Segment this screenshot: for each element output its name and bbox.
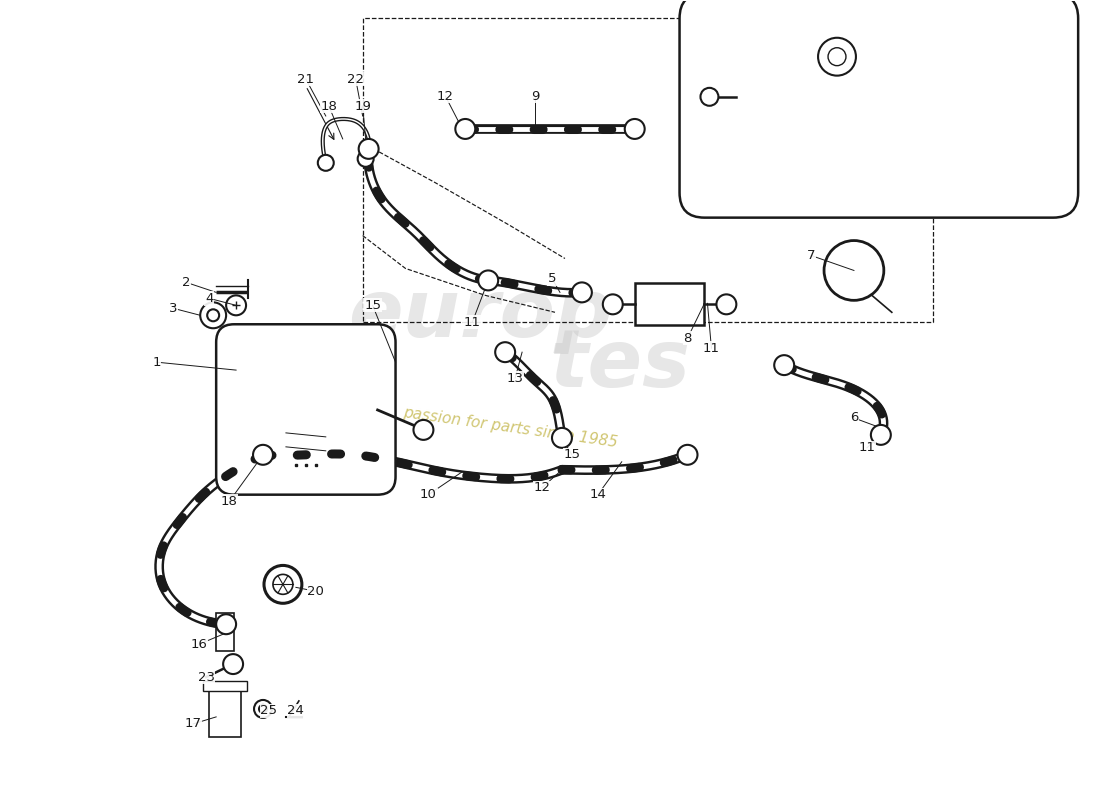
Circle shape [264,566,301,603]
Text: tes: tes [549,326,691,404]
Text: 11: 11 [703,342,719,354]
Text: 18: 18 [221,495,238,508]
Circle shape [253,445,273,465]
Text: 23: 23 [198,670,214,683]
Bar [217,614,234,651]
Circle shape [227,295,246,315]
Bar [209,685,241,737]
Text: 10: 10 [420,488,437,501]
Text: 14: 14 [590,488,606,501]
Text: 19: 19 [354,99,371,113]
Circle shape [200,302,227,328]
Text: europ: europ [348,276,613,354]
Circle shape [359,139,378,159]
Circle shape [678,445,697,465]
Text: 9: 9 [531,90,539,102]
Text: 15: 15 [563,448,581,462]
Circle shape [478,270,498,290]
Text: 7: 7 [806,249,815,262]
Text: 11: 11 [464,316,481,329]
Circle shape [871,425,891,445]
Text: 25: 25 [261,705,277,718]
Circle shape [273,574,293,594]
Circle shape [828,48,846,66]
Text: 20: 20 [307,585,324,598]
Text: 12: 12 [437,90,454,102]
Text: 18: 18 [320,99,338,113]
Circle shape [716,294,736,314]
Text: 6: 6 [850,411,858,425]
Text: 17: 17 [185,718,201,730]
Text: 24: 24 [287,705,305,718]
Circle shape [572,282,592,302]
Text: 3: 3 [169,302,177,315]
Text: 13: 13 [507,371,524,385]
Circle shape [625,119,645,139]
Text: 16: 16 [190,638,208,650]
Circle shape [223,654,243,674]
Circle shape [207,310,219,322]
Text: 15: 15 [364,299,381,312]
Circle shape [217,614,236,634]
Circle shape [358,151,374,167]
Circle shape [603,294,623,314]
Text: 5: 5 [548,272,557,285]
Text: 1: 1 [152,356,161,369]
FancyBboxPatch shape [680,0,1078,218]
Circle shape [254,700,272,718]
Circle shape [495,342,515,362]
FancyBboxPatch shape [217,324,396,494]
Circle shape [455,119,475,139]
Text: 4: 4 [205,292,213,305]
Bar [635,283,704,326]
Circle shape [414,420,433,440]
Circle shape [258,705,267,713]
Text: 22: 22 [348,73,364,86]
Text: 8: 8 [683,332,692,345]
Text: passion for parts since 1985: passion for parts since 1985 [402,406,618,450]
Circle shape [552,428,572,448]
Text: 2: 2 [182,276,190,289]
Text: 11: 11 [858,442,876,454]
Text: 12: 12 [534,481,550,494]
Bar [363,18,933,322]
Circle shape [701,88,718,106]
Circle shape [318,155,333,170]
Text: 21: 21 [297,73,315,86]
Circle shape [818,38,856,76]
Circle shape [774,355,794,375]
Bar [204,681,248,691]
